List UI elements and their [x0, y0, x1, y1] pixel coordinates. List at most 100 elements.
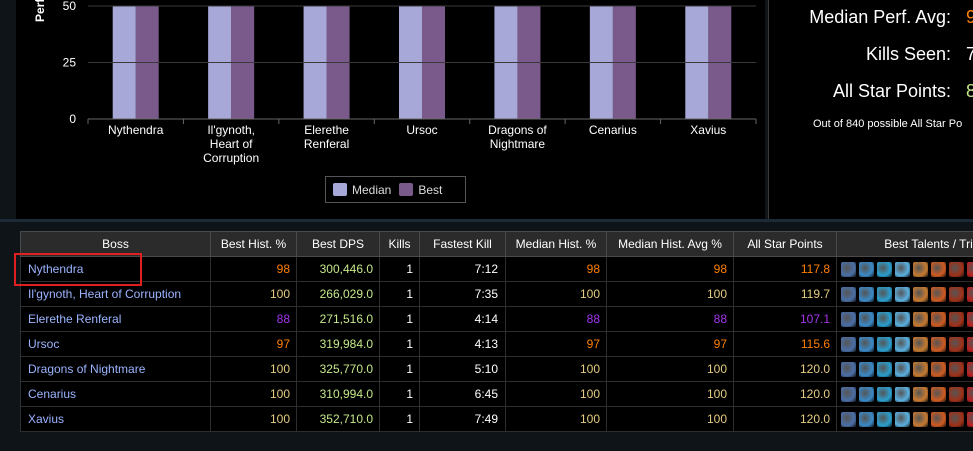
column-header[interactable]: Median Hist. % [505, 231, 607, 257]
median-hist-percent: 100 [505, 281, 607, 307]
trinket-icon[interactable] [967, 361, 973, 377]
all-star-points-label: All Star Points: [832, 81, 951, 101]
talent-icon-7[interactable] [949, 411, 964, 427]
talent-icon-1[interactable] [841, 261, 856, 277]
talent-icon-6[interactable] [931, 336, 946, 352]
section-divider [0, 219, 973, 222]
kills-count: 1 [379, 331, 420, 357]
talent-icon-1[interactable] [841, 286, 856, 302]
talent-icon-3[interactable] [877, 361, 892, 377]
x-category-label: Dragons of Nightmare [488, 123, 547, 151]
trinket-icon[interactable] [967, 261, 973, 277]
kills-seen-label: Kills Seen: [865, 44, 951, 64]
best-dps: 266,029.0 [296, 281, 380, 307]
best-talents-cell [836, 406, 973, 432]
chart-legend: Median Best [325, 176, 466, 203]
talent-icon-4[interactable] [895, 361, 910, 377]
stats-panel: Median Perf. Avg: 9 Kills Seen: 7 All St… [768, 0, 973, 219]
talent-icon-4[interactable] [895, 311, 910, 327]
talent-icon-3[interactable] [877, 261, 892, 277]
talent-icon-2[interactable] [859, 311, 874, 327]
column-header[interactable]: Median Hist. Avg % [606, 231, 734, 257]
kills-count: 1 [379, 306, 420, 332]
talent-icon-2[interactable] [859, 261, 874, 277]
boss-name-link[interactable]: Ursoc [20, 331, 211, 357]
best-dps: 352,710.0 [296, 406, 380, 432]
talent-icon-4[interactable] [895, 411, 910, 427]
talent-icon-1[interactable] [841, 386, 856, 402]
all-star-points: 120.0 [733, 356, 837, 382]
talent-icon-3[interactable] [877, 286, 892, 302]
x-category-label: Ursoc [406, 123, 437, 137]
best-hist-percent: 100 [210, 381, 297, 407]
median-hist-percent: 88 [505, 306, 607, 332]
talent-icon-5[interactable] [913, 336, 928, 352]
median-hist-percent: 100 [505, 406, 607, 432]
column-header[interactable]: Boss [20, 231, 211, 257]
trinket-icon[interactable] [967, 386, 973, 402]
talent-icon-7[interactable] [949, 311, 964, 327]
column-header[interactable]: Best DPS [296, 231, 380, 257]
talent-icon-3[interactable] [877, 311, 892, 327]
table-header-row: Boss Best Hist. % Best DPS Kills Fastest Kil… [20, 231, 973, 257]
talent-icon-3[interactable] [877, 411, 892, 427]
trinket-icon[interactable] [967, 286, 973, 302]
column-header[interactable]: Fastest Kill [419, 231, 506, 257]
talent-icon-6[interactable] [931, 286, 946, 302]
legend-item-best[interactable]: Best [399, 183, 442, 197]
talent-icon-1[interactable] [841, 361, 856, 377]
talent-icon-4[interactable] [895, 286, 910, 302]
talent-icon-5[interactable] [913, 361, 928, 377]
talent-icon-5[interactable] [913, 411, 928, 427]
talent-icon-2[interactable] [859, 336, 874, 352]
table-body: Nythendra 98 300,446.0 1 7:12 98 98 117.8 Il'gyn… [20, 256, 973, 432]
talent-icon-1[interactable] [841, 411, 856, 427]
column-header[interactable]: Kills [379, 231, 420, 257]
talent-icon-2[interactable] [859, 386, 874, 402]
column-header[interactable]: Best Hist. % [210, 231, 297, 257]
boss-name-link[interactable]: Elerethe Renferal [20, 306, 211, 332]
talent-icon-5[interactable] [913, 286, 928, 302]
talent-icon-4[interactable] [895, 386, 910, 402]
talent-icon-1[interactable] [841, 336, 856, 352]
legend-label: Best [418, 182, 443, 197]
talent-icon-7[interactable] [949, 286, 964, 302]
column-header[interactable]: All Star Points [733, 231, 837, 257]
legend-item-median[interactable]: Median [333, 183, 391, 197]
boss-name-link[interactable]: Xavius [20, 406, 211, 432]
talent-icon-4[interactable] [895, 261, 910, 277]
median-hist-avg-percent: 100 [606, 381, 734, 407]
talent-icon-3[interactable] [877, 336, 892, 352]
talent-icon-6[interactable] [931, 411, 946, 427]
talent-icon-7[interactable] [949, 386, 964, 402]
trinket-icon[interactable] [967, 336, 973, 352]
talent-icon-5[interactable] [913, 261, 928, 277]
column-header[interactable]: Best Talents / Tri [836, 231, 973, 257]
talent-icon-7[interactable] [949, 361, 964, 377]
talent-icon-6[interactable] [931, 311, 946, 327]
talent-icon-7[interactable] [949, 261, 964, 277]
x-category-label: Cenarius [589, 123, 637, 137]
legend-swatch [399, 183, 414, 196]
talent-icon-5[interactable] [913, 386, 928, 402]
talent-icon-7[interactable] [949, 336, 964, 352]
talent-icon-4[interactable] [895, 336, 910, 352]
talent-icon-6[interactable] [931, 261, 946, 277]
best-dps: 310,994.0 [296, 381, 380, 407]
talent-icon-3[interactable] [877, 386, 892, 402]
talent-icon-5[interactable] [913, 311, 928, 327]
talent-icon-2[interactable] [859, 361, 874, 377]
table-row: Xavius 100 352,710.0 1 7:49 100 100 120.0 [20, 406, 973, 432]
boss-name-link[interactable]: Dragons of Nightmare [20, 356, 211, 382]
trinket-icon[interactable] [967, 311, 973, 327]
median-hist-percent: 100 [505, 381, 607, 407]
boss-name-link[interactable]: Cenarius [20, 381, 211, 407]
best-dps: 300,446.0 [296, 256, 380, 282]
best-talents-cell [836, 356, 973, 382]
talent-icon-6[interactable] [931, 361, 946, 377]
talent-icon-2[interactable] [859, 286, 874, 302]
trinket-icon[interactable] [967, 411, 973, 427]
talent-icon-1[interactable] [841, 311, 856, 327]
talent-icon-2[interactable] [859, 411, 874, 427]
talent-icon-6[interactable] [931, 386, 946, 402]
